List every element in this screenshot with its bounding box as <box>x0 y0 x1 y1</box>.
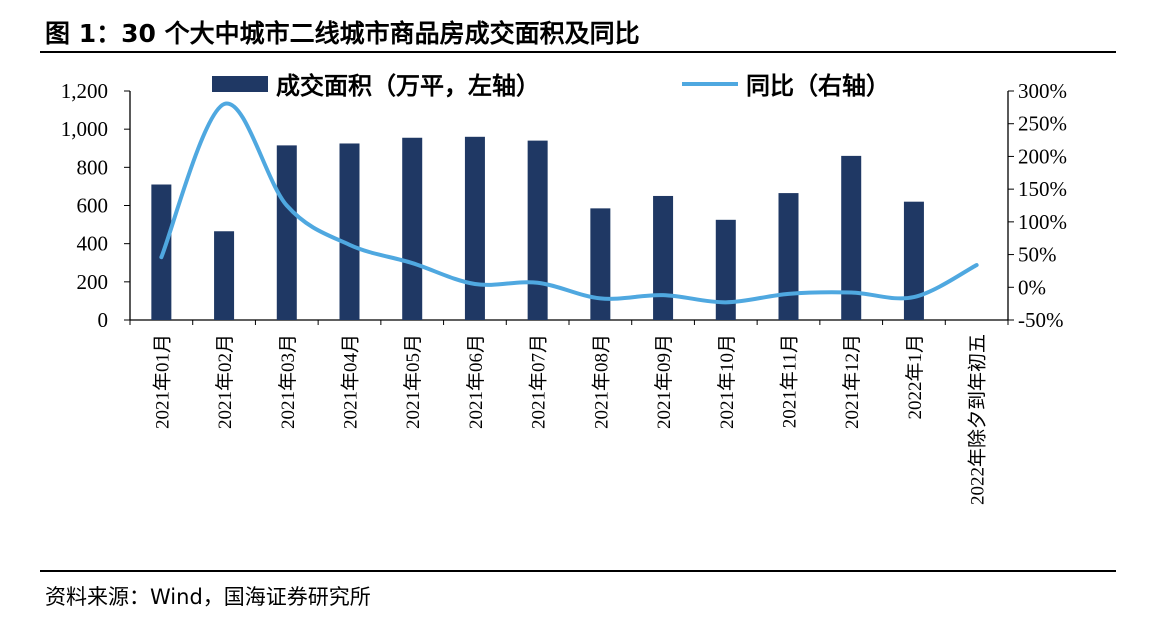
x-tick-label: 2021年10月 <box>716 334 738 429</box>
source-note: 资料来源：Wind，国海证券研究所 <box>45 585 371 609</box>
bar-11 <box>778 193 799 320</box>
right-tick-label: 50% <box>1018 243 1057 267</box>
x-tick-label: 2021年05月 <box>402 334 424 429</box>
bar-6 <box>464 136 485 320</box>
right-tick-label: -50% <box>1018 308 1064 332</box>
bar-7 <box>527 140 548 320</box>
x-tick-label: 2022年除夕到年初五 <box>967 334 989 505</box>
right-tick-label: 100% <box>1018 210 1067 234</box>
right-tick-label: 300% <box>1018 79 1067 103</box>
legend-line-label: 同比（右轴） <box>746 72 890 100</box>
yoy-line <box>159 101 979 305</box>
x-tick-label: 2021年11月 <box>779 334 801 428</box>
x-tick-label: 2021年01月 <box>151 334 173 429</box>
bar-9 <box>653 195 674 320</box>
left-tick-label: 600 <box>77 194 109 218</box>
left-tick-label: 1,200 <box>61 79 108 103</box>
bar-10 <box>715 219 736 320</box>
bar-8 <box>590 208 611 320</box>
bar-4 <box>339 143 360 320</box>
top-rule <box>40 51 1116 53</box>
bar-5 <box>402 137 423 320</box>
x-tick-label: 2022年1月 <box>904 334 926 420</box>
x-tick-label: 2021年06月 <box>465 334 487 429</box>
line-layer <box>159 101 979 305</box>
x-tick-label: 2021年04月 <box>340 334 362 429</box>
bar-13 <box>903 201 924 320</box>
x-tick-label: 2021年07月 <box>528 334 550 429</box>
right-tick-label: 250% <box>1018 112 1067 136</box>
x-tick-label: 2021年03月 <box>277 334 299 429</box>
figure-title: 图 1：30 个大中城市二线城市商品房成交面积及同比 <box>45 19 640 48</box>
legend: 成交面积（万平，左轴） 同比（右轴） <box>212 72 890 100</box>
left-tick-label: 1,000 <box>61 117 108 141</box>
bar-12 <box>841 155 862 320</box>
legend-bar-label: 成交面积（万平，左轴） <box>276 72 540 100</box>
x-axis-ticks: 2021年01月 2021年02月 2021年03月 2021年04月 2021年05月… <box>151 334 988 505</box>
bar-2 <box>214 231 235 320</box>
right-tick-label: 0% <box>1018 275 1046 299</box>
right-tick-label: 150% <box>1018 177 1067 201</box>
x-tick-label: 2021年12月 <box>841 334 863 429</box>
x-tick-label: 2021年08月 <box>590 334 612 429</box>
legend-bar-swatch <box>212 76 268 92</box>
x-tick-label: 2021年02月 <box>214 334 236 429</box>
x-tick-label: 2021年09月 <box>653 334 675 429</box>
left-tick-label: 800 <box>77 155 109 179</box>
left-axis-ticks: 0 200 400 600 800 1,000 1,200 <box>61 79 130 332</box>
bottom-rule <box>40 570 1116 572</box>
bars <box>151 136 924 320</box>
left-tick-label: 0 <box>98 308 109 332</box>
bar-3 <box>276 145 297 320</box>
left-tick-label: 400 <box>77 232 109 256</box>
right-axis-ticks: -50% 0% 50% 100% 150% 200% 250% 300% <box>1008 79 1067 332</box>
right-tick-label: 200% <box>1018 144 1067 168</box>
left-tick-label: 200 <box>77 270 109 294</box>
